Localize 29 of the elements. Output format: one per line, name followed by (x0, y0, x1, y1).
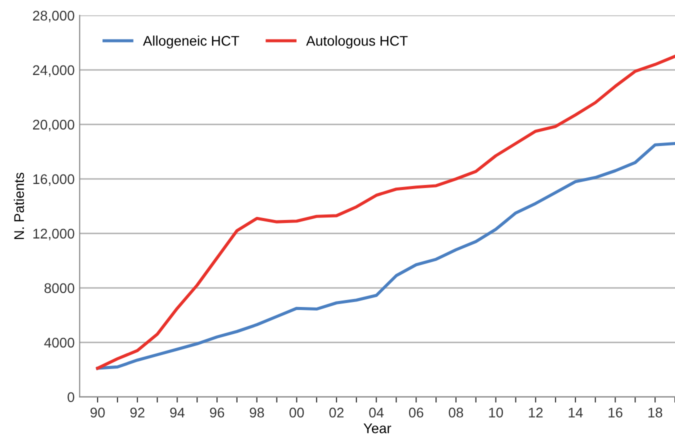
y-tick-label: 24,000 (33, 65, 74, 77)
x-tick-label: 04 (369, 408, 384, 418)
x-tick-label: 98 (250, 408, 264, 418)
x-tick-label: 02 (329, 408, 344, 418)
x-axis-title: Year (364, 424, 392, 434)
legend-label: Allogeneic HCT (142, 36, 240, 49)
x-tick-label: 92 (130, 408, 144, 418)
y-tick-label: 12,000 (33, 228, 74, 240)
y-tick-label: 4000 (44, 338, 74, 348)
x-tick-label: 90 (90, 408, 105, 418)
x-tick-label: 14 (568, 408, 583, 418)
y-tick-label: 20,000 (33, 120, 74, 132)
x-tick-label: 12 (528, 408, 543, 418)
y-tick-label: 8000 (44, 283, 74, 294)
x-tick-label: 06 (408, 408, 424, 418)
y-tick-label: 28,000 (33, 10, 74, 22)
x-tick-label: 16 (608, 408, 622, 418)
x-tick-label: 96 (210, 408, 224, 418)
line-series (96, 142, 675, 370)
x-tick-label: 94 (170, 408, 185, 418)
legend-label: Autologous HCT (306, 36, 408, 49)
y-axis-title: N. Patients (14, 172, 24, 239)
x-tick-label: 18 (648, 408, 662, 418)
x-tick-label: 08 (448, 408, 464, 418)
y-tick-label: 16,000 (33, 174, 74, 186)
x-tick-label: 10 (489, 408, 503, 418)
line-series (96, 54, 675, 370)
x-tick-label: 00 (290, 408, 304, 418)
y-tick-label: 0 (68, 392, 74, 402)
